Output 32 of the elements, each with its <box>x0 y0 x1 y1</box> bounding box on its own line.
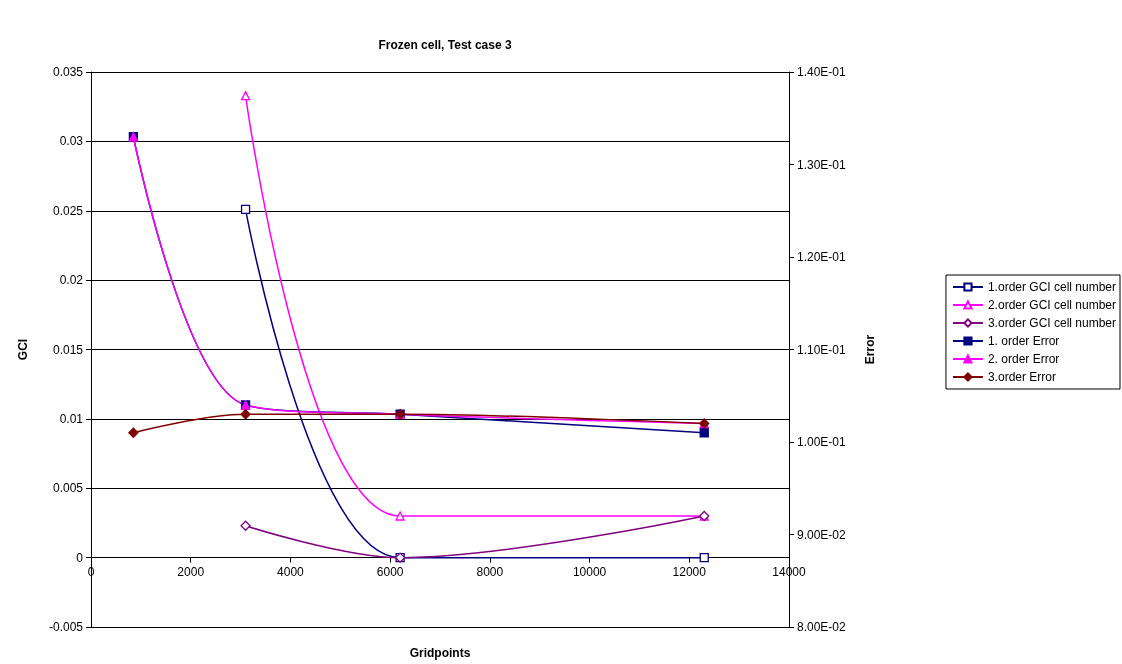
y2-tick-label: 1.40E-01 <box>797 65 847 79</box>
x-tick-label: 6000 <box>376 564 404 579</box>
y-tick-label: -0.005 <box>48 620 84 634</box>
y-axis-title: GCI <box>16 338 30 361</box>
legend-label: 3.order Error <box>987 370 1056 384</box>
y-tick-label: 0.035 <box>52 65 84 79</box>
x-tick-label: 4000 <box>277 564 305 579</box>
y2-tick-label: 1.00E-01 <box>797 435 847 449</box>
x-tick-label: 10000 <box>572 564 607 579</box>
y-tick-label: 0.03 <box>59 134 84 149</box>
y2-tick-label: 8.00E-02 <box>797 620 847 634</box>
legend-label: 2. order Error <box>987 352 1060 366</box>
y2-axis-title: Error <box>863 334 877 365</box>
y-tick-label: 0.025 <box>52 203 84 218</box>
y2-tick-label: 1.20E-01 <box>797 250 847 264</box>
y2-tick-label: 9.00E-02 <box>797 527 847 542</box>
y2-tick-label: 1.30E-01 <box>797 157 847 172</box>
y-tick-label: 0 <box>76 550 84 565</box>
legend-label: 3.order GCI cell number <box>987 316 1117 330</box>
y-tick-label: 0.005 <box>52 481 84 496</box>
legend-label: 1.order GCI cell number <box>987 280 1117 294</box>
x-axis-title: Gridpoints <box>409 646 471 660</box>
x-tick-label: 12000 <box>672 564 707 579</box>
y2-tick-label: 1.10E-01 <box>797 342 847 357</box>
x-tick-label: 2000 <box>177 564 205 579</box>
y-tick-label: 0.01 <box>59 411 84 426</box>
legend-label: 1. order Error <box>987 334 1060 348</box>
chart-title: Frozen cell, Test case 3 <box>378 38 512 52</box>
y-tick-label: 0.015 <box>52 342 84 357</box>
y-tick-label: 0.02 <box>59 273 84 288</box>
x-tick-label: 8000 <box>476 564 504 579</box>
legend-label: 2.order GCI cell number <box>987 298 1117 312</box>
